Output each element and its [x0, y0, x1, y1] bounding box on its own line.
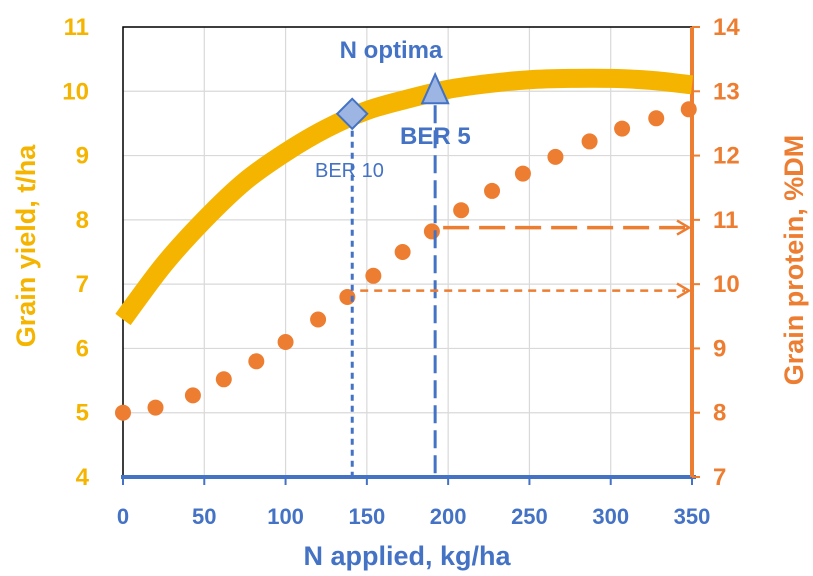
- protein-point: [484, 182, 501, 199]
- annotations: [335, 71, 692, 477]
- ber5-triangle-marker: [420, 71, 450, 105]
- y-right-tick-label: 12: [713, 143, 740, 170]
- protein-point: [365, 267, 382, 284]
- protein-point: [423, 223, 440, 240]
- x-tick-label: 100: [267, 504, 304, 529]
- protein-point: [184, 387, 201, 404]
- y-left-axis-label: Grain yield, t/ha: [11, 144, 41, 348]
- y-right-axis-label: Grain protein, %DM: [779, 135, 809, 386]
- x-tick-label: 0: [117, 504, 129, 529]
- y-right-tick-label: 11: [713, 207, 738, 234]
- protein-point: [147, 399, 164, 416]
- protein-arrow-head: [676, 219, 692, 236]
- protein-point: [514, 165, 531, 182]
- x-tick-label: 250: [511, 504, 548, 529]
- protein-point: [115, 404, 131, 421]
- x-tick-label: 150: [348, 504, 385, 529]
- protein-point: [581, 133, 598, 150]
- y-left-tick-label: 8: [76, 207, 89, 234]
- protein-point: [248, 353, 265, 370]
- y-left-tick-label: 9: [76, 143, 89, 170]
- protein-point: [215, 371, 232, 388]
- y-right-tick-label: 9: [713, 335, 726, 362]
- x-tick-label: 300: [592, 504, 629, 529]
- tick-labels: 0 50 100 150 200 250 300 350 4 5 6 7 8 9 10 11 7 8 9 10 11 12…: [62, 14, 740, 529]
- protein-point: [680, 101, 697, 118]
- y-left-tick-label: 11: [64, 14, 89, 41]
- y-right-tick-label: 13: [713, 78, 740, 105]
- protein-point: [394, 244, 411, 260]
- y-left-tick-label: 6: [76, 335, 89, 362]
- y-left-tick-label: 7: [76, 271, 89, 298]
- protein-arrow-head: [676, 282, 692, 299]
- n-optima-label: N optima: [340, 37, 443, 64]
- y-right-tick-label: 14: [713, 14, 740, 41]
- ber5-label: BER 5: [400, 123, 471, 150]
- protein-point: [614, 120, 631, 137]
- series: [115, 68, 697, 421]
- y-left-tick-label: 5: [76, 400, 89, 427]
- protein-point: [277, 334, 294, 350]
- protein-point: [547, 148, 564, 165]
- x-tick-label: 350: [674, 504, 711, 529]
- protein-point: [648, 110, 665, 127]
- x-tick-label: 50: [192, 504, 216, 529]
- x-axis-label: N applied, kg/ha: [303, 541, 511, 571]
- y-right-tick-label: 7: [713, 464, 726, 491]
- protein-point: [310, 311, 327, 328]
- y-right-tick-label: 10: [713, 271, 740, 298]
- x-tick-label: 200: [430, 504, 467, 529]
- y-left-tick-label: 4: [76, 464, 90, 491]
- y-left-tick-label: 10: [62, 78, 89, 105]
- ber10-label: BER 10: [315, 160, 384, 182]
- ber10-diamond-marker: [335, 97, 369, 131]
- protein-point: [453, 202, 470, 219]
- yield-curve: [115, 68, 694, 326]
- y-right-tick-label: 8: [713, 400, 726, 427]
